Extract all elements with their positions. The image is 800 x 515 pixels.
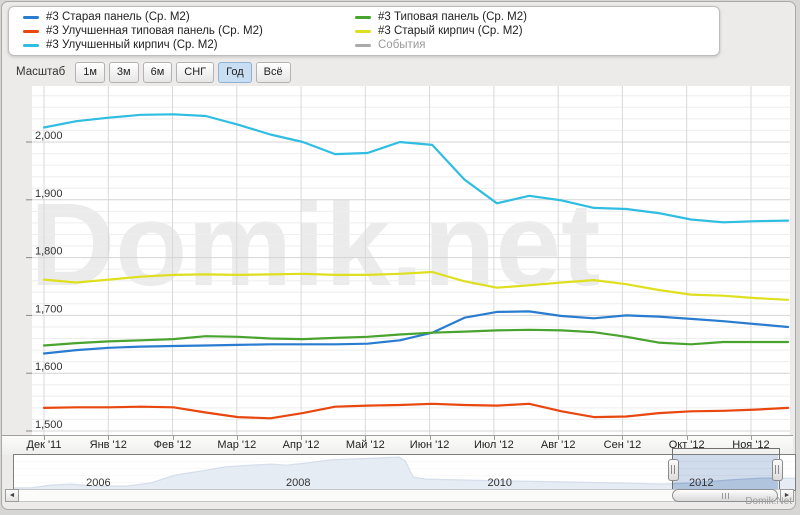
line-swatch-icon <box>23 43 39 47</box>
svg-text:1,600: 1,600 <box>35 361 63 373</box>
x-axis: Дек '11 Янв '12 Фев '12 Мар '12 Апр '12 Май '… <box>2 435 793 455</box>
x-axis-label: Апр '12 <box>282 439 320 451</box>
x-axis-label: Фев '12 <box>153 439 192 451</box>
x-axis-tick <box>558 436 560 440</box>
svg-text:1,700: 1,700 <box>35 303 63 315</box>
line-swatch-icon <box>23 15 39 19</box>
range-selector: Масштаб 1м 3м 6м СНГ Год Всё <box>16 61 291 83</box>
x-axis-tick <box>44 436 45 440</box>
thumb-grip-icon <box>725 493 726 499</box>
svg-text:1,800: 1,800 <box>35 246 63 258</box>
x-axis-tick <box>750 436 752 440</box>
x-axis-tick <box>108 436 110 440</box>
x-axis-tick <box>622 436 624 440</box>
range-button-year[interactable]: Год <box>218 61 252 83</box>
price-lines-chart: 1,500 1,600 1,700 1,800 1,900 2,000 <box>26 86 790 435</box>
x-axis-label: Июн '12 <box>409 439 450 451</box>
x-axis-label: Мар '12 <box>217 439 257 451</box>
navigator-year-label: 2006 <box>86 477 111 489</box>
scrollbar-thumb[interactable] <box>672 489 778 502</box>
line-swatch-icon <box>355 15 371 19</box>
navigator-right-handle[interactable] <box>772 459 783 481</box>
range-button-1m[interactable]: 1м <box>75 61 105 83</box>
navigator-year-label: 2010 <box>487 477 513 489</box>
x-axis-label: Май '12 <box>345 439 385 451</box>
legend-item-improved-brick[interactable]: #3 Улучшенный кирпич (Ср. М2) <box>23 39 355 51</box>
svg-text:1,900: 1,900 <box>35 188 63 200</box>
legend-label: #3 Улучшенная типовая панель (Ср. М2) <box>46 25 263 37</box>
legend-item-typical-panel[interactable]: #3 Типовая панель (Ср. М2) <box>355 11 719 23</box>
legend-item-improved-typical-panel[interactable]: #3 Улучшенная типовая панель (Ср. М2) <box>23 25 355 37</box>
x-axis-label: Авг '12 <box>540 439 576 451</box>
range-button-all[interactable]: Всё <box>255 61 291 83</box>
handle-grip-icon <box>671 465 672 474</box>
x-axis-tick <box>301 436 303 440</box>
handle-grip-icon <box>775 465 776 474</box>
navigator-mask-left <box>14 455 674 490</box>
scrollbar-right-arrow-icon[interactable]: ► <box>780 489 794 502</box>
legend-label: #3 Улучшенный кирпич (Ср. М2) <box>46 39 218 51</box>
x-axis-tick <box>365 436 367 440</box>
legend-label: #3 Старая панель (Ср. М2) <box>46 11 190 23</box>
navigator[interactable]: 2006 2008 2010 2012 <box>13 454 796 491</box>
line-swatch-icon <box>23 29 39 33</box>
brand-label: Domik.Net <box>745 496 792 507</box>
x-axis-label: Янв '12 <box>89 439 127 451</box>
legend-label: События <box>378 39 426 51</box>
x-axis-tick <box>493 436 495 440</box>
chart-plot[interactable]: Domik.net 1,500 1,600 1,700 1,800 1,900 2,000 <box>26 86 790 435</box>
x-axis-tick <box>172 436 174 440</box>
navigator-left-handle[interactable] <box>668 459 679 481</box>
navigator-year-label: 2008 <box>286 477 311 489</box>
x-axis-label: Ноя '12 <box>732 439 770 451</box>
watermark: Domik.net <box>30 179 601 311</box>
x-axis-tick <box>429 436 431 440</box>
scrollbar-left-arrow-icon[interactable]: ◄ <box>5 489 19 502</box>
range-button-3m[interactable]: 3м <box>108 61 139 83</box>
legend: #3 Старая панель (Ср. М2) #3 Улучшенная … <box>8 6 720 56</box>
legend-label: #3 Старый кирпич (Ср. М2) <box>378 25 523 37</box>
line-swatch-icon <box>355 43 371 47</box>
svg-text:1,500: 1,500 <box>35 419 63 431</box>
x-axis-label: Окт '12 <box>668 439 705 451</box>
x-axis-label: Дек '11 <box>26 439 62 451</box>
x-axis-tick <box>686 436 688 440</box>
x-axis-tick <box>236 436 238 440</box>
x-axis-label: Сен '12 <box>603 439 642 451</box>
range-button-ytd[interactable]: СНГ <box>176 61 215 83</box>
x-axis-label: Июл '12 <box>474 439 514 451</box>
navigator-area-chart <box>14 456 795 490</box>
navigator-selected-range[interactable] <box>673 455 778 490</box>
svg-text:2,000: 2,000 <box>35 130 63 142</box>
line-swatch-icon <box>355 29 371 33</box>
range-button-6m[interactable]: 6м <box>142 61 173 83</box>
legend-item-events[interactable]: События <box>355 39 719 51</box>
legend-label: #3 Типовая панель (Ср. М2) <box>378 11 527 23</box>
range-selector-label: Масштаб <box>16 66 66 78</box>
legend-item-old-panel[interactable]: #3 Старая панель (Ср. М2) <box>23 11 355 23</box>
navigator-year-label: 2012 <box>689 477 714 489</box>
legend-item-old-brick[interactable]: #3 Старый кирпич (Ср. М2) <box>355 25 719 37</box>
